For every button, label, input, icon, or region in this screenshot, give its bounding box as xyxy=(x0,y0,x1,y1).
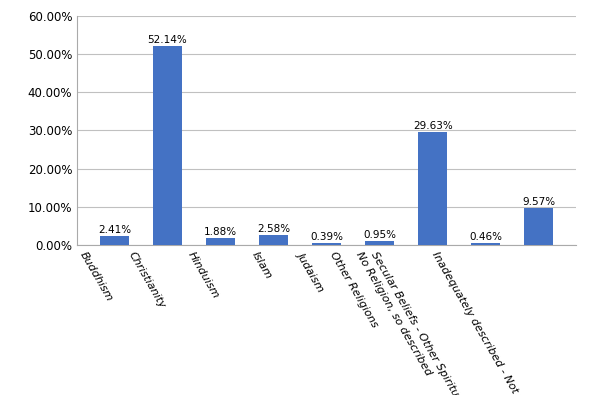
Bar xyxy=(259,235,288,245)
Bar xyxy=(471,243,501,245)
Bar xyxy=(365,241,394,245)
Text: 0.39%: 0.39% xyxy=(310,232,343,242)
Text: 0.46%: 0.46% xyxy=(469,232,503,242)
Text: 2.41%: 2.41% xyxy=(98,224,131,235)
Bar xyxy=(153,46,182,245)
Text: 52.14%: 52.14% xyxy=(148,35,188,45)
Text: 1.88%: 1.88% xyxy=(204,227,237,237)
Bar xyxy=(418,132,447,245)
Bar xyxy=(100,236,129,245)
Text: 0.95%: 0.95% xyxy=(364,230,396,240)
Bar xyxy=(312,243,342,245)
Bar xyxy=(525,208,554,245)
Text: 9.57%: 9.57% xyxy=(522,197,555,207)
Text: 29.63%: 29.63% xyxy=(413,120,453,131)
Bar xyxy=(206,238,235,245)
Text: 2.58%: 2.58% xyxy=(257,224,290,234)
